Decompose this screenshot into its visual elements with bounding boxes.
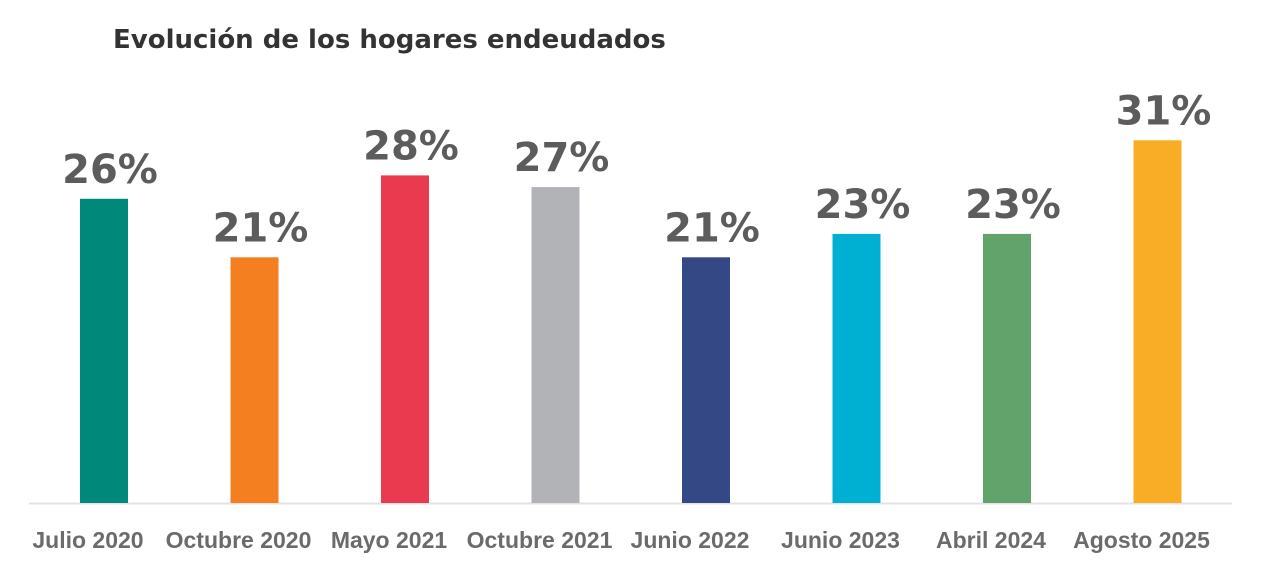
bar-1 — [80, 198, 128, 504]
bar-2 — [230, 257, 279, 503]
bar-8 — [1133, 140, 1182, 504]
value-label-5: 21% — [664, 205, 760, 251]
bar-4 — [531, 187, 580, 503]
category-labels-group: Julio 2020 Octubre 2020 Mayo 2021 Octubre 2… — [32, 527, 1210, 553]
chart-title: Evolución de los hogares endeudados — [113, 25, 666, 55]
category-label-7: Abril 2024 — [936, 527, 1046, 553]
value-label-1: 26% — [62, 147, 158, 193]
value-label-8: 31% — [1116, 88, 1212, 134]
category-label-2: Octubre 2020 — [166, 527, 312, 553]
value-label-7: 23% — [965, 182, 1061, 228]
category-label-6: Junio 2023 — [781, 527, 900, 553]
bars-group — [80, 140, 1182, 504]
category-label-8: Agosto 2025 — [1073, 527, 1210, 553]
bar-5 — [682, 257, 730, 503]
bar-7 — [983, 233, 1031, 503]
category-label-1: Julio 2020 — [32, 527, 143, 553]
category-label-5: Junio 2022 — [631, 527, 750, 553]
value-label-4: 27% — [514, 135, 610, 181]
value-labels-group: 26% 21% 28% 27% 21% 23% 23% 31% — [62, 88, 1211, 251]
value-label-2: 21% — [213, 205, 309, 251]
value-label-6: 23% — [815, 182, 911, 228]
bar-6 — [832, 233, 881, 503]
category-label-3: Mayo 2021 — [331, 527, 448, 553]
value-label-3: 28% — [363, 123, 459, 169]
bar-3 — [381, 175, 429, 503]
category-label-4: Octubre 2021 — [467, 527, 613, 553]
